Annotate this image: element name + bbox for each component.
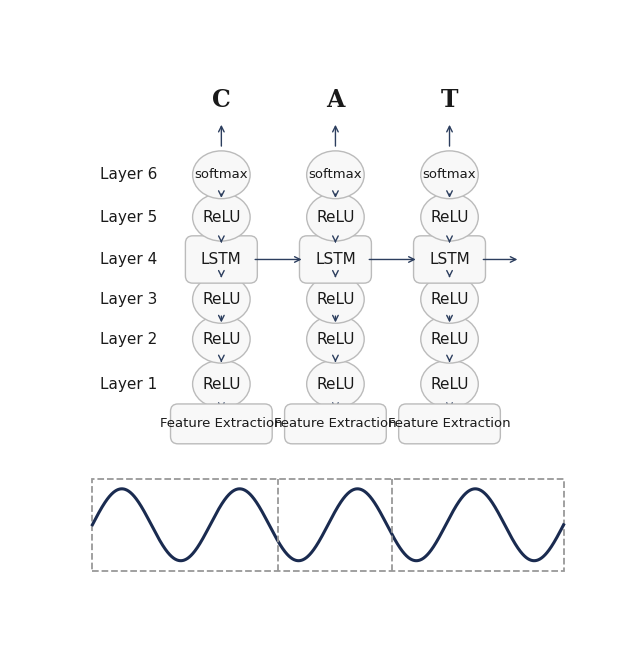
Text: LSTM: LSTM <box>201 252 242 267</box>
Ellipse shape <box>193 360 250 408</box>
Ellipse shape <box>307 360 364 408</box>
FancyBboxPatch shape <box>413 236 486 283</box>
Ellipse shape <box>420 276 478 324</box>
Text: C: C <box>212 88 231 112</box>
Text: ReLU: ReLU <box>430 377 468 391</box>
FancyBboxPatch shape <box>186 236 257 283</box>
Text: ReLU: ReLU <box>316 332 355 347</box>
Ellipse shape <box>193 276 250 324</box>
Ellipse shape <box>420 315 478 363</box>
Ellipse shape <box>420 193 478 241</box>
Text: Feature Extraction: Feature Extraction <box>160 417 283 430</box>
Ellipse shape <box>307 193 364 241</box>
Text: ReLU: ReLU <box>316 210 355 225</box>
Ellipse shape <box>307 315 364 363</box>
Ellipse shape <box>193 151 250 199</box>
FancyBboxPatch shape <box>170 404 272 444</box>
Ellipse shape <box>307 151 364 199</box>
Text: ReLU: ReLU <box>316 377 355 391</box>
Text: Layer 5: Layer 5 <box>100 210 157 225</box>
Text: softmax: softmax <box>308 168 362 181</box>
Text: LSTM: LSTM <box>315 252 356 267</box>
Ellipse shape <box>420 151 478 199</box>
Text: softmax: softmax <box>195 168 248 181</box>
Bar <box>92 479 564 571</box>
Text: A: A <box>326 88 344 112</box>
Text: Feature Extraction: Feature Extraction <box>274 417 397 430</box>
FancyBboxPatch shape <box>285 404 387 444</box>
Ellipse shape <box>193 193 250 241</box>
Text: Layer 3: Layer 3 <box>100 292 157 307</box>
Text: ReLU: ReLU <box>202 377 241 391</box>
Text: Feature Extraction: Feature Extraction <box>388 417 511 430</box>
Text: ReLU: ReLU <box>316 292 355 307</box>
Text: ReLU: ReLU <box>202 292 241 307</box>
FancyBboxPatch shape <box>399 404 500 444</box>
Text: Layer 4: Layer 4 <box>100 252 157 267</box>
Text: ReLU: ReLU <box>202 210 241 225</box>
Text: ReLU: ReLU <box>430 332 468 347</box>
Text: LSTM: LSTM <box>429 252 470 267</box>
Text: ReLU: ReLU <box>430 210 468 225</box>
Ellipse shape <box>420 360 478 408</box>
Text: ReLU: ReLU <box>202 332 241 347</box>
Text: Layer 6: Layer 6 <box>100 168 157 182</box>
Text: ReLU: ReLU <box>430 292 468 307</box>
Text: Layer 2: Layer 2 <box>100 332 157 347</box>
Ellipse shape <box>193 315 250 363</box>
FancyBboxPatch shape <box>300 236 371 283</box>
Ellipse shape <box>307 276 364 324</box>
Text: Layer 1: Layer 1 <box>100 377 157 391</box>
Text: T: T <box>441 88 458 112</box>
Text: softmax: softmax <box>422 168 476 181</box>
